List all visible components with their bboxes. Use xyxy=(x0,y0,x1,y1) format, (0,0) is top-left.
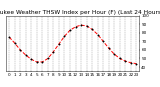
Title: Milwaukee Weather THSW Index per Hour (F) (Last 24 Hours): Milwaukee Weather THSW Index per Hour (F… xyxy=(0,10,160,15)
